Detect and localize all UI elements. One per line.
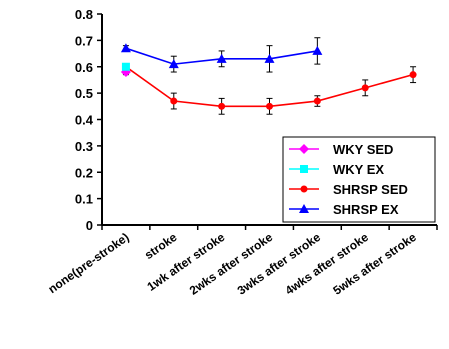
y-axis-ticks: 0 0.1 0.2 0.3 0.4 0.5 0.6 0.7 0.8	[75, 7, 102, 233]
data-point	[170, 97, 178, 105]
data-point	[216, 53, 227, 63]
x-category-label: 4wks after stroke	[283, 230, 372, 298]
data-point	[218, 102, 226, 110]
y-tick-label: 0	[86, 218, 93, 233]
data-point	[312, 45, 323, 55]
legend: WKY SED WKY EX SHRSP SED SHRSP EX	[282, 136, 436, 223]
data-point	[313, 97, 321, 105]
legend-label: SHRSP EX	[333, 202, 399, 217]
legend-item: WKY SED	[289, 142, 393, 157]
x-category-label: 5wks after stroke	[330, 230, 419, 298]
data-point	[121, 62, 130, 71]
series-3	[120, 37, 323, 73]
legend-marker	[300, 165, 308, 173]
legend-item: SHRSP EX	[289, 202, 399, 217]
y-tick-label: 0.5	[75, 86, 93, 101]
legend-item: WKY EX	[289, 162, 384, 177]
y-tick-label: 0.2	[75, 165, 93, 180]
legend-label: WKY SED	[333, 142, 393, 157]
x-category-label: none(pre-stroke)	[46, 230, 132, 296]
legend-marker	[299, 204, 309, 213]
legend-item: SHRSP SED	[289, 182, 408, 197]
legend-marker	[300, 185, 308, 193]
y-tick-label: 0.8	[75, 7, 93, 22]
series-1	[121, 62, 130, 71]
series-layer	[120, 37, 417, 115]
legend-box	[282, 136, 436, 223]
x-category-label: 3wks after stroke	[235, 230, 324, 298]
data-point	[120, 43, 131, 53]
data-point	[266, 102, 273, 110]
legend-label: WKY EX	[333, 162, 384, 177]
y-tick-label: 0.3	[75, 139, 93, 154]
data-point	[361, 84, 369, 92]
data-point	[264, 53, 275, 63]
y-tick-label: 0.6	[75, 60, 93, 75]
y-tick-label: 0.7	[75, 33, 93, 48]
y-tick-label: 0.4	[75, 113, 94, 128]
y-tick-label: 0.1	[75, 192, 93, 207]
data-point	[409, 71, 417, 79]
data-point	[168, 59, 179, 69]
x-category-label: 2wks after stroke	[187, 230, 276, 298]
x-category-label: stroke	[142, 230, 180, 262]
legend-marker	[299, 144, 309, 154]
legend-label: SHRSP SED	[333, 182, 408, 197]
